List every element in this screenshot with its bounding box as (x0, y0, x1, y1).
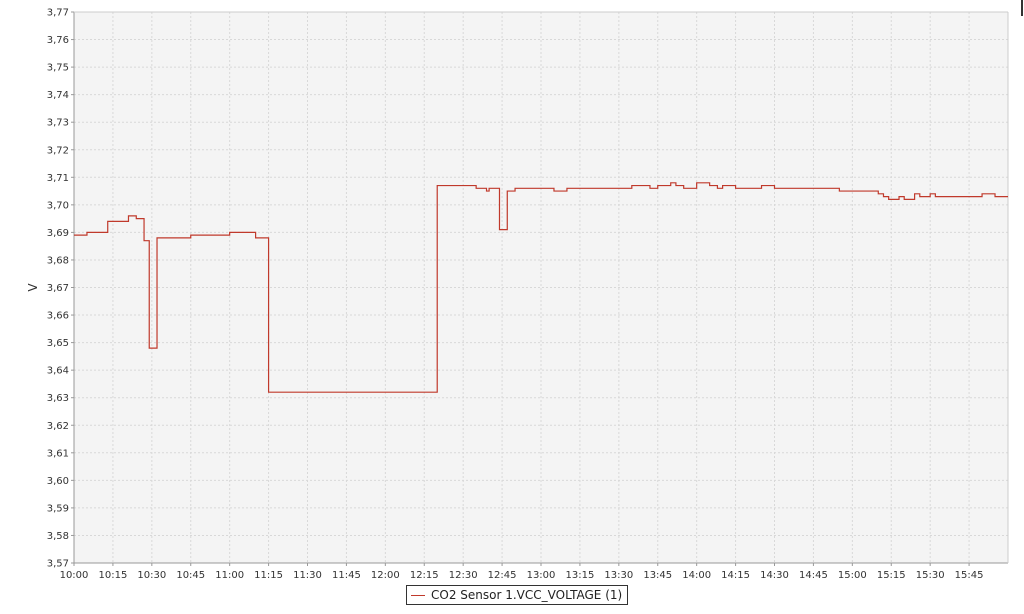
x-tick-label: 11:45 (332, 570, 361, 581)
y-tick-label: 3,58 (47, 531, 69, 542)
y-tick-labels: 3,57 3,58 3,59 3,60 3,61 3,62 3,63 3,64 3,65 3,66… (47, 8, 69, 570)
y-tick-label: 3,76 (47, 35, 69, 46)
x-tick-label: 13:00 (527, 570, 556, 581)
y-tick-label: 3,57 (47, 559, 69, 570)
x-tick-label: 13:45 (643, 570, 672, 581)
plot-background (74, 12, 1008, 563)
x-tick-label: 14:30 (760, 570, 789, 581)
x-tick-label: 12:15 (410, 570, 439, 581)
x-tick-label: 15:00 (838, 570, 867, 581)
y-tick-label: 3,67 (47, 283, 69, 294)
y-tick-label: 3,60 (47, 476, 69, 487)
y-tick-label: 3,62 (47, 421, 69, 432)
legend-swatch (411, 594, 425, 596)
y-tick-label: 3,65 (47, 338, 69, 349)
y-tick-label: 3,61 (47, 448, 69, 459)
y-tick-label: 3,75 (47, 63, 69, 74)
x-tick-labels: 10:00 10:15 10:30 10:45 11:00 11:15 11:30 11:45… (60, 570, 984, 581)
series-lines (74, 182, 1008, 393)
y-tick-label: 3,72 (47, 145, 69, 156)
y-tick-label: 3,64 (47, 366, 69, 377)
y-tick-label: 3,68 (47, 255, 69, 266)
window-edge-marker (1021, 0, 1023, 16)
x-tick-label: 15:30 (916, 570, 945, 581)
x-tick-label: 10:30 (137, 570, 166, 581)
x-tick-label: 12:00 (371, 570, 400, 581)
x-tick-label: 14:15 (721, 570, 750, 581)
y-tick-label: 3,71 (47, 173, 69, 184)
x-tick-label: 14:00 (682, 570, 711, 581)
y-tick-label: 3,63 (47, 393, 69, 404)
x-tick-label: 11:00 (215, 570, 244, 581)
axes (71, 11, 1009, 566)
x-tick-label: 10:15 (99, 570, 128, 581)
x-tick-label: 13:15 (566, 570, 595, 581)
x-tick-label: 13:30 (604, 570, 633, 581)
y-tick-label: 3,59 (47, 503, 69, 514)
y-tick-label: 3,73 (47, 118, 69, 129)
y-axis-label: V (26, 283, 40, 292)
y-tick-label: 3,70 (47, 200, 69, 211)
legend: CO2 Sensor 1.VCC_VOLTAGE (1) (406, 585, 629, 605)
y-tick-label: 3,69 (47, 228, 69, 239)
x-tick-label: 12:30 (449, 570, 478, 581)
legend-label: CO2 Sensor 1.VCC_VOLTAGE (1) (431, 588, 623, 602)
y-tick-label: 3,77 (47, 8, 69, 19)
x-tick-label: 12:45 (488, 570, 517, 581)
x-tick-label: 11:15 (254, 570, 283, 581)
x-tick-label: 10:45 (176, 570, 205, 581)
x-tick-label: 14:45 (799, 570, 828, 581)
x-tick-label: 15:45 (955, 570, 984, 581)
x-tick-label: 10:00 (60, 570, 89, 581)
x-tick-label: 15:15 (877, 570, 906, 581)
x-tick-label: 11:30 (293, 570, 322, 581)
series-line-0 (74, 182, 1008, 393)
y-tick-label: 3,74 (47, 90, 69, 101)
y-tick-label: 3,66 (47, 311, 69, 322)
